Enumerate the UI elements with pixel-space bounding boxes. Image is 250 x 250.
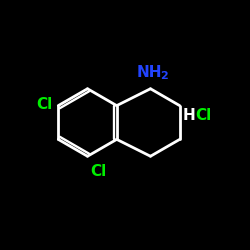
Text: H: H [182,108,195,122]
Text: Cl: Cl [195,108,211,122]
Text: NH: NH [136,65,162,80]
Text: Cl: Cl [90,164,106,179]
Text: 2: 2 [160,71,168,81]
Text: Cl: Cl [36,97,52,112]
